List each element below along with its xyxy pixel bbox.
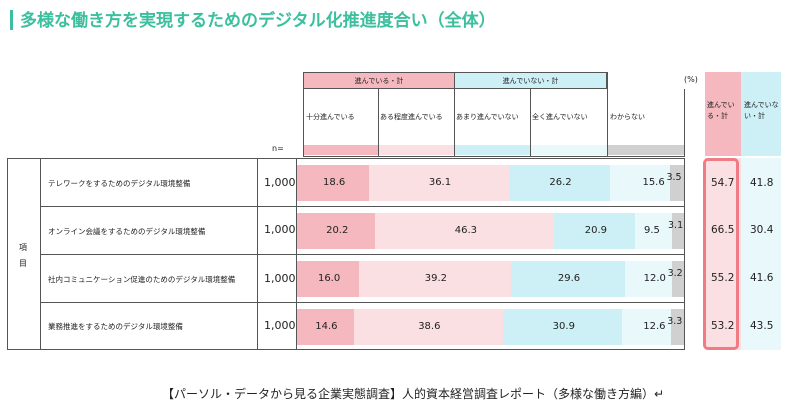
- bar-value-label: 38.6: [418, 321, 441, 332]
- sum-header-progress-bg: [705, 72, 741, 156]
- bar-segment: [368, 165, 509, 201]
- sum-header-progress: 進んでいる・計: [707, 101, 735, 120]
- bar-segment: [635, 213, 672, 249]
- n-value: 1,000: [264, 176, 296, 189]
- bar-value-label: 9.5: [644, 225, 660, 236]
- sum-not-progress-bg: [741, 158, 781, 350]
- bar-segment: [375, 213, 555, 249]
- bar-segment: [671, 261, 684, 297]
- page-title: 多様な働き方を実現するためのデジタル化推進度合い（全体）: [20, 11, 496, 31]
- bar-value-label: 20.2: [326, 225, 349, 236]
- n-value: 1,000: [264, 319, 296, 332]
- group-header-not-progress: 進んでいない・計: [454, 72, 607, 89]
- n-value: 1,000: [264, 272, 296, 285]
- legend-swatch-fully: [304, 145, 378, 155]
- sum-header-not-progress: 進んでいない・計: [744, 101, 779, 120]
- header-divider: [454, 89, 455, 156]
- row-label: テレワークをするためのデジタル環境整備: [48, 179, 191, 188]
- bar-value-label: 3.2: [667, 268, 683, 279]
- legend-swatch-not-much: [455, 145, 530, 155]
- bar-segment: [297, 213, 376, 249]
- bar-value-label: 26.2: [549, 177, 572, 188]
- highlight-frame: [703, 158, 739, 350]
- bar-value-label: 20.9: [584, 225, 608, 236]
- header-divider: [303, 72, 304, 156]
- bar-value-label: 3.3: [667, 316, 683, 327]
- bar-value-label: 36.1: [428, 177, 452, 188]
- bar-value-label: 3.1: [668, 220, 684, 231]
- table-bottom-line: [7, 349, 685, 350]
- bar-segment: [353, 309, 503, 345]
- row-label: 社内コミュニケーション促進のためのデジタル環境整備: [48, 275, 236, 284]
- col-header-fully: 十分進んでいる: [306, 113, 355, 121]
- bar-value-label: 12.6: [643, 321, 666, 332]
- bar-segment: [625, 261, 672, 297]
- bar-segment: [671, 309, 684, 345]
- sum-progress-value: 66.5: [711, 224, 735, 236]
- bar-segment: [297, 309, 354, 345]
- col-header-not-at-all: 全く進んでいない: [532, 113, 588, 121]
- bar-segment: [672, 213, 684, 249]
- bar-segment: [297, 165, 369, 201]
- bar-value-label: 18.6: [322, 177, 346, 188]
- sum-not-progress-value: 43.5: [750, 320, 774, 332]
- bar-value-label: 16.0: [317, 273, 341, 284]
- item-label: 項目: [19, 243, 27, 268]
- bar-value-label: 29.6: [557, 273, 581, 284]
- n-value: 1,000: [264, 223, 296, 236]
- row-label: 業務推進をするためのデジタル環境整備: [48, 322, 183, 331]
- bar-segment: [610, 165, 671, 201]
- table-top-line: [7, 158, 685, 159]
- sum-not-progress-value: 30.4: [750, 224, 774, 236]
- bar-value-label: 14.6: [315, 321, 338, 332]
- table-left-line: [7, 158, 8, 350]
- sum-not-progress-value: 41.6: [750, 272, 774, 284]
- header-divider: [684, 89, 685, 156]
- row-divider: [40, 254, 685, 255]
- bar-segment: [670, 165, 684, 201]
- bar-value-label: 39.2: [424, 273, 448, 284]
- sum-progress-bg: [705, 158, 741, 350]
- bar-segment: [502, 309, 623, 345]
- header-divider: [378, 89, 379, 156]
- bar-value-label: 3.5: [666, 172, 682, 183]
- title-accent-bar: [10, 10, 13, 30]
- sum-header-not-progress-bg: [741, 72, 781, 156]
- col-header-not-much: あまり進んでいない: [456, 113, 519, 121]
- bar-segment: [510, 261, 626, 297]
- legend-swatch-unknown: [608, 145, 684, 155]
- bar-segment: [358, 261, 511, 297]
- sum-progress-value: 53.2: [711, 320, 735, 332]
- sum-not-progress-value: 41.8: [750, 177, 774, 189]
- bar-value-label: 12.0: [643, 273, 666, 284]
- bar-segment: [554, 213, 636, 249]
- legend-swatch-somewhat: [379, 145, 454, 155]
- n-header: n=: [272, 144, 284, 153]
- row-divider: [40, 206, 685, 207]
- bar-value-label: 46.3: [454, 225, 478, 236]
- header-divider: [530, 89, 531, 156]
- col-header-unknown: わからない: [610, 113, 645, 121]
- sum-progress-value: 55.2: [711, 272, 735, 284]
- unit-label: (%): [684, 75, 698, 84]
- sum-progress-value: 54.7: [711, 177, 735, 189]
- group-header-progress: 進んでいる・計: [303, 72, 455, 89]
- bar-segment: [297, 261, 359, 297]
- header-divider: [607, 72, 608, 156]
- col-header-somewhat: ある程度進んでいる: [380, 113, 443, 121]
- legend-swatch-not-at-all: [531, 145, 607, 155]
- bar-segment: [622, 309, 672, 345]
- row-divider: [40, 302, 685, 303]
- bar-value-label: 15.6: [642, 177, 665, 188]
- bar-segment: [508, 165, 611, 201]
- bar-value-label: 30.9: [552, 321, 575, 332]
- row-label: オンライン会議をするためのデジタル環境整備: [48, 227, 206, 236]
- footnote: 【パーソル・データから見る企業実態調査】人的資本経営調査レポート（多様な働き方編…: [162, 387, 665, 401]
- header-bottom-line: [303, 156, 685, 157]
